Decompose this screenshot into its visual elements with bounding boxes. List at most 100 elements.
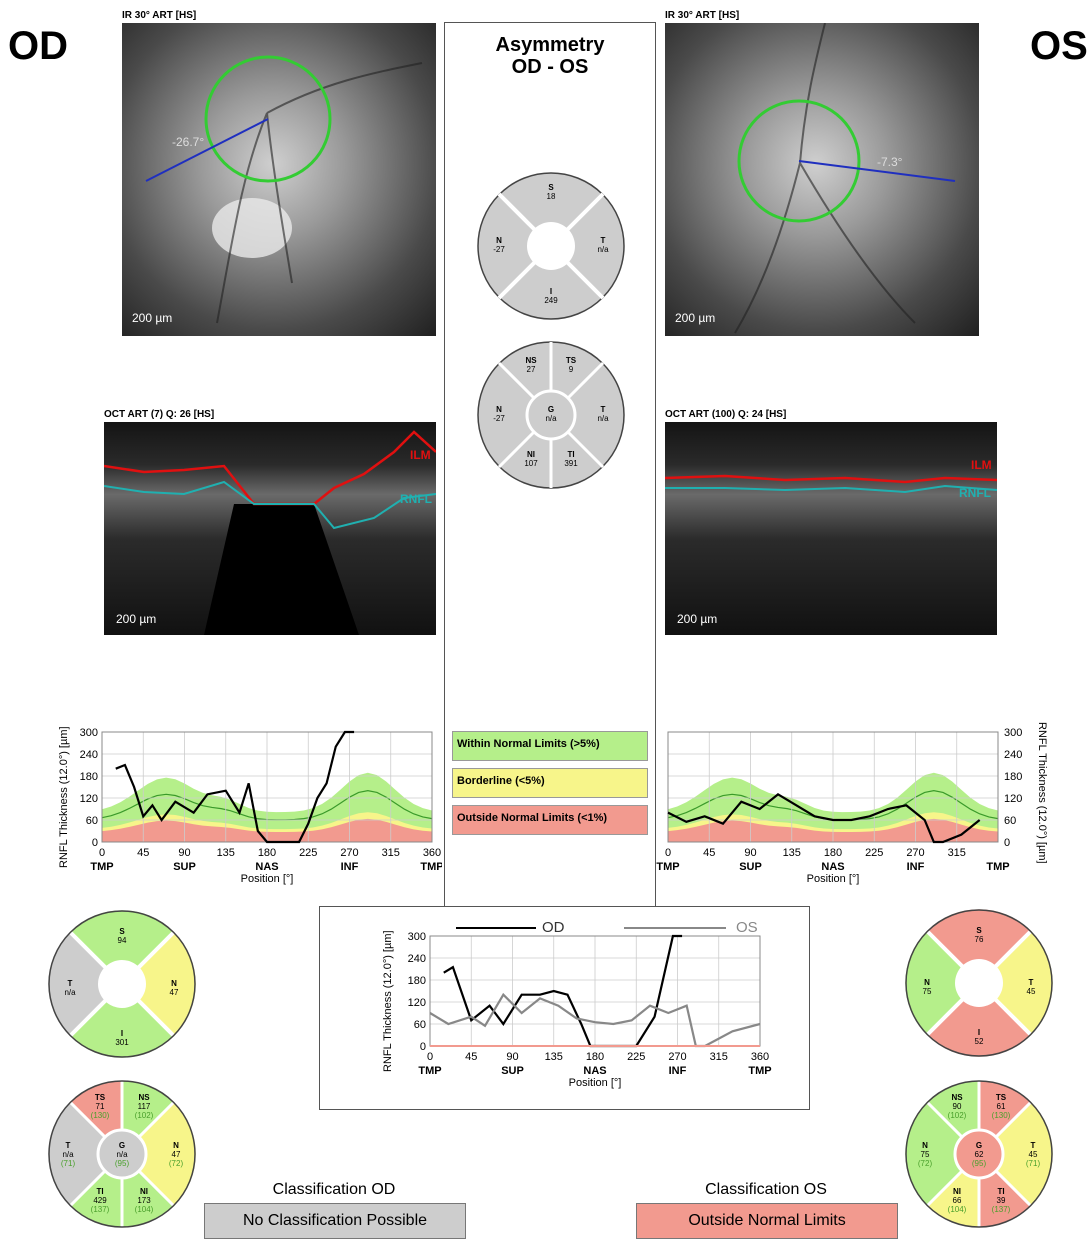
xtick-315: 315 bbox=[382, 847, 400, 859]
xtick-0: 0 bbox=[665, 847, 671, 859]
xtick-270: 270 bbox=[340, 847, 358, 859]
xtick-0: 0 bbox=[99, 847, 105, 859]
ytick-60: 60 bbox=[86, 815, 98, 827]
xtick-360: 360 bbox=[751, 1051, 769, 1063]
oct-od-image[interactable]: ILM RNFL 200 µm bbox=[104, 422, 436, 635]
overlay-plot-ylabel: RNFL Thickness (12.0°) [µm] bbox=[382, 930, 394, 1072]
region-2: NAS bbox=[255, 861, 278, 873]
ytick-60: 60 bbox=[1004, 815, 1016, 827]
ir-od-label: IR 30° ART [HS] bbox=[122, 10, 197, 21]
os-quad-t: T 45 bbox=[1026, 978, 1036, 996]
xtick-45: 45 bbox=[137, 847, 149, 859]
xtick-270: 270 bbox=[906, 847, 924, 859]
xtick-225: 225 bbox=[299, 847, 317, 859]
xtick-180: 180 bbox=[824, 847, 842, 859]
os-plot-ylabel: RNFL Thickness (12.0°) [µm] bbox=[1036, 722, 1048, 864]
region-3: INF bbox=[341, 861, 359, 873]
comparison-panel bbox=[319, 906, 810, 1110]
asymmetry-subtitle: OD - OS bbox=[511, 56, 589, 78]
oct-os-image[interactable]: ILM RNFL 200 µm bbox=[665, 422, 997, 635]
od-quad-i: I 301 bbox=[115, 1029, 129, 1047]
xtick-360: 360 bbox=[423, 847, 441, 859]
oct-od-rnfl: RNFL bbox=[400, 492, 432, 506]
region-1: SUP bbox=[501, 1065, 524, 1077]
os-sect-t: T 45 (71) bbox=[1025, 1141, 1041, 1168]
asym-sect-n: N -27 bbox=[493, 405, 505, 423]
xtick-180: 180 bbox=[586, 1051, 604, 1063]
xtick-90: 90 bbox=[178, 847, 190, 859]
od-quad-n: N 47 bbox=[169, 979, 179, 997]
os-sect-g: G 62 (95) bbox=[971, 1141, 987, 1168]
xtick-0: 0 bbox=[427, 1051, 433, 1063]
oct-od-label: OCT ART (7) Q: 26 [HS] bbox=[104, 409, 215, 420]
od-plot-ylabel: RNFL Thickness (12.0°) [µm] bbox=[58, 726, 70, 868]
ytick-240: 240 bbox=[80, 749, 98, 761]
asym-sect-ti: TI 391 bbox=[564, 450, 578, 468]
os-quad-s: S 76 bbox=[974, 926, 984, 944]
os-sect-n: N 75 (72) bbox=[917, 1141, 933, 1168]
region-4: TMP bbox=[748, 1065, 771, 1077]
ytick-180: 180 bbox=[80, 771, 98, 783]
xtick-90: 90 bbox=[744, 847, 756, 859]
classification-os-title: Classification OS bbox=[705, 1181, 827, 1198]
xtick-135: 135 bbox=[545, 1051, 563, 1063]
region-3: INF bbox=[907, 861, 925, 873]
os-sect-ni: NI 66 (104) bbox=[947, 1187, 967, 1214]
ir-os-circle bbox=[737, 99, 861, 223]
eye-label-od: OD bbox=[8, 24, 68, 68]
asym-quad-n: N -27 bbox=[493, 236, 505, 254]
legend-within-normal: Within Normal Limits (>5%) bbox=[452, 731, 648, 761]
xtick-225: 225 bbox=[865, 847, 883, 859]
xtick-135: 135 bbox=[217, 847, 235, 859]
od-sect-n: N 47 (72) bbox=[168, 1141, 184, 1168]
oct-os-ilm: ILM bbox=[971, 458, 992, 472]
ytick-300: 300 bbox=[1004, 727, 1022, 739]
region-0: TMP bbox=[656, 861, 679, 873]
ir-os-arrow bbox=[798, 160, 956, 182]
oct-os-label: OCT ART (100) Q: 24 [HS] bbox=[665, 409, 787, 420]
ir-od-arrow bbox=[145, 118, 269, 182]
ytick-60: 60 bbox=[414, 1019, 426, 1031]
od-rnfl-plot: 300 240 180 120 60 00 45 90 135 180 225 270 315 360 TM… bbox=[80, 727, 442, 885]
asym-sect-ni: NI 107 bbox=[524, 450, 538, 468]
region-1: SUP bbox=[173, 861, 196, 873]
region-2: NAS bbox=[583, 1065, 606, 1077]
ir-od-circle bbox=[204, 55, 332, 183]
ytick-120: 120 bbox=[80, 793, 98, 805]
xlabel: Position [°] bbox=[241, 873, 294, 885]
ytick-120: 120 bbox=[1004, 793, 1022, 805]
overlay-rnfl-plot: 300 240 180 120 60 00 45 90 135 180 225 270 315 360 TM… bbox=[408, 919, 772, 1089]
ir-os-scale: 200 µm bbox=[675, 311, 716, 325]
ir-od-angle: -26.7° bbox=[172, 135, 205, 149]
series-OD bbox=[443, 934, 683, 1048]
region-4: TMP bbox=[420, 861, 442, 873]
ytick-180: 180 bbox=[1004, 771, 1022, 783]
oct-os-rnfl: RNFL bbox=[959, 486, 991, 500]
ir-od-image[interactable]: -26.7° 200 µm bbox=[122, 23, 436, 336]
xtick-270: 270 bbox=[668, 1051, 686, 1063]
asymmetry-title: Asymmetry bbox=[495, 34, 605, 56]
xtick-135: 135 bbox=[783, 847, 801, 859]
os-sect-ts: TS 61 (130) bbox=[991, 1093, 1011, 1120]
asymmetry-panel bbox=[444, 22, 656, 906]
xtick-45: 45 bbox=[703, 847, 715, 859]
xlabel: Position [°] bbox=[569, 1077, 622, 1089]
classification-os-value: Outside Normal Limits bbox=[636, 1203, 898, 1239]
os-quadrant-chart: S 76 N 75 T 45 I 52 bbox=[904, 908, 1054, 1058]
os-quad-i: I 52 bbox=[974, 1028, 984, 1046]
legend-os-label: OS bbox=[736, 919, 758, 936]
od-plot-ylabel-wrap: RNFL Thickness (12.0°) [µm] bbox=[58, 726, 70, 880]
ir-os-image[interactable]: -7.3° 200 µm bbox=[665, 23, 979, 336]
ytick-0: 0 bbox=[92, 837, 98, 849]
asym-sect-ns: NS 27 bbox=[525, 356, 537, 374]
ytick-300: 300 bbox=[80, 727, 98, 739]
ytick-240: 240 bbox=[408, 953, 426, 965]
